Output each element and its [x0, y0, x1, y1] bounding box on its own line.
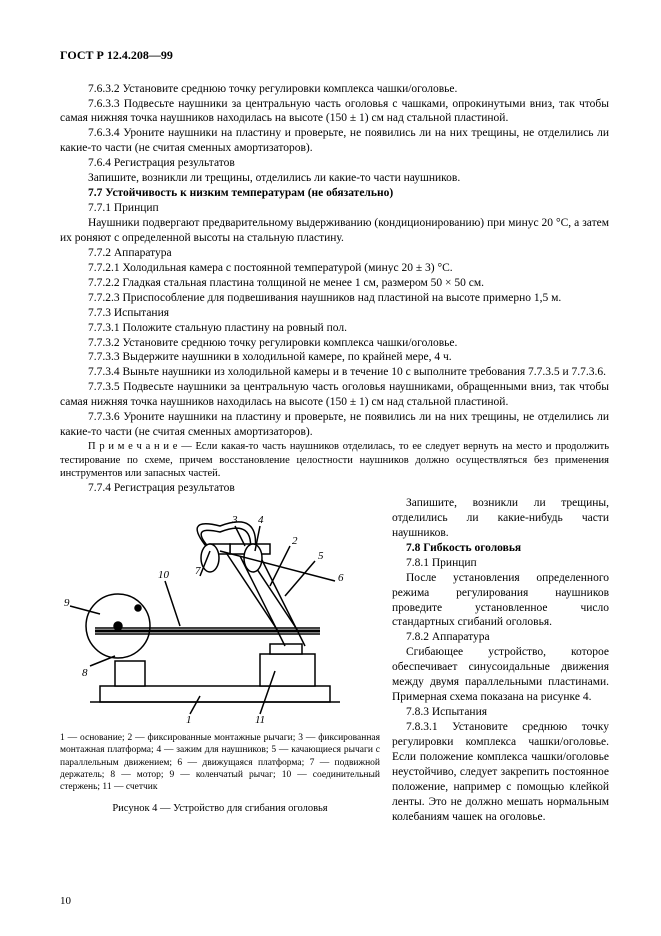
document-code: ГОСТ Р 12.4.208—99 — [60, 48, 609, 64]
paragraph: 7.6.3.4 Уроните наушники на пластину и п… — [60, 126, 609, 156]
paragraph: 7.7.2.3 Приспособление для подвешивания … — [60, 291, 609, 306]
figure-label: 10 — [158, 569, 170, 581]
figure-label: 9 — [64, 597, 70, 609]
paragraph: 7.8.3.1 Установите среднюю точку регулир… — [392, 720, 609, 825]
paragraph: Запишите, возникли ли трещины, отделилис… — [392, 496, 609, 541]
paragraph: 7.8.2 Аппаратура — [392, 630, 609, 645]
figure-label: 6 — [338, 572, 344, 584]
figure-label: 4 — [258, 514, 264, 526]
document-page: ГОСТ Р 12.4.208—99 7.6.3.2 Установите ср… — [0, 0, 661, 936]
paragraph: Наушники подвергают предварительному выд… — [60, 216, 609, 246]
figure-label: 5 — [318, 550, 324, 562]
paragraph: 7.7.2.1 Холодильная камера с постоянной … — [60, 261, 609, 276]
figure-label: 11 — [255, 714, 265, 726]
paragraph: 7.8.1 Принцип — [392, 556, 609, 571]
figure-legend: 1 — основание; 2 — фиксированные монтажн… — [60, 732, 380, 794]
paragraph: После установления определенного режима … — [392, 571, 609, 631]
paragraph: 7.7.2.2 Гладкая стальная пластина толщин… — [60, 276, 609, 291]
figure-4-diagram: 9 8 10 7 3 4 2 5 6 1 11 — [60, 496, 380, 726]
paragraph: 7.6.3.2 Установите среднюю точку регулир… — [60, 82, 609, 97]
figure-column: 9 8 10 7 3 4 2 5 6 1 11 1 — основание; 2… — [60, 496, 380, 825]
text-column: Запишите, возникли ли трещины, отделилис… — [392, 496, 609, 825]
paragraph: 7.7.3.5 Подвесьте наушники за центральну… — [60, 380, 609, 410]
paragraph: 7.7.3.2 Установите среднюю точку регулир… — [60, 336, 609, 351]
section-heading: 7.7 Устойчивость к низким температурам (… — [60, 186, 609, 201]
figure-label: 2 — [292, 535, 298, 547]
paragraph: 7.7.3.4 Выньте наушники из холодильной к… — [60, 365, 609, 380]
paragraph: 7.7.1 Принцип — [60, 201, 609, 216]
paragraph: 7.7.3.1 Положите стальную пластину на ро… — [60, 321, 609, 336]
paragraph: 7.7.2 Аппаратура — [60, 246, 609, 261]
paragraph: Запишите, возникли ли трещины, отделилис… — [60, 171, 609, 186]
figure-label: 7 — [195, 565, 201, 577]
paragraph: 7.8.3 Испытания — [392, 705, 609, 720]
paragraph: 7.6.3.3 Подвесьте наушники за центральну… — [60, 97, 609, 127]
paragraph: 7.7.3.6 Уроните наушники на пластину и п… — [60, 410, 609, 440]
paragraph: 7.7.4 Регистрация результатов — [60, 481, 609, 496]
figure-caption: Рисунок 4 — Устройство для сгибания огол… — [60, 802, 380, 816]
paragraph: Сгибающее устройство, которое обеспечива… — [392, 645, 609, 705]
section-heading: 7.8 Гибкость оголовья — [392, 541, 609, 556]
page-number: 10 — [60, 894, 71, 908]
note: П р и м е ч а н и е — Если какая-то част… — [60, 440, 609, 481]
figure-label: 1 — [186, 714, 192, 726]
paragraph: 7.7.3 Испытания — [60, 306, 609, 321]
paragraph: 7.6.4 Регистрация результатов — [60, 156, 609, 171]
paragraph: 7.7.3.3 Выдержите наушники в холодильной… — [60, 350, 609, 365]
figure-label: 3 — [231, 514, 238, 526]
figure-label: 8 — [82, 667, 88, 679]
two-column-section: 9 8 10 7 3 4 2 5 6 1 11 1 — основание; 2… — [60, 496, 609, 825]
